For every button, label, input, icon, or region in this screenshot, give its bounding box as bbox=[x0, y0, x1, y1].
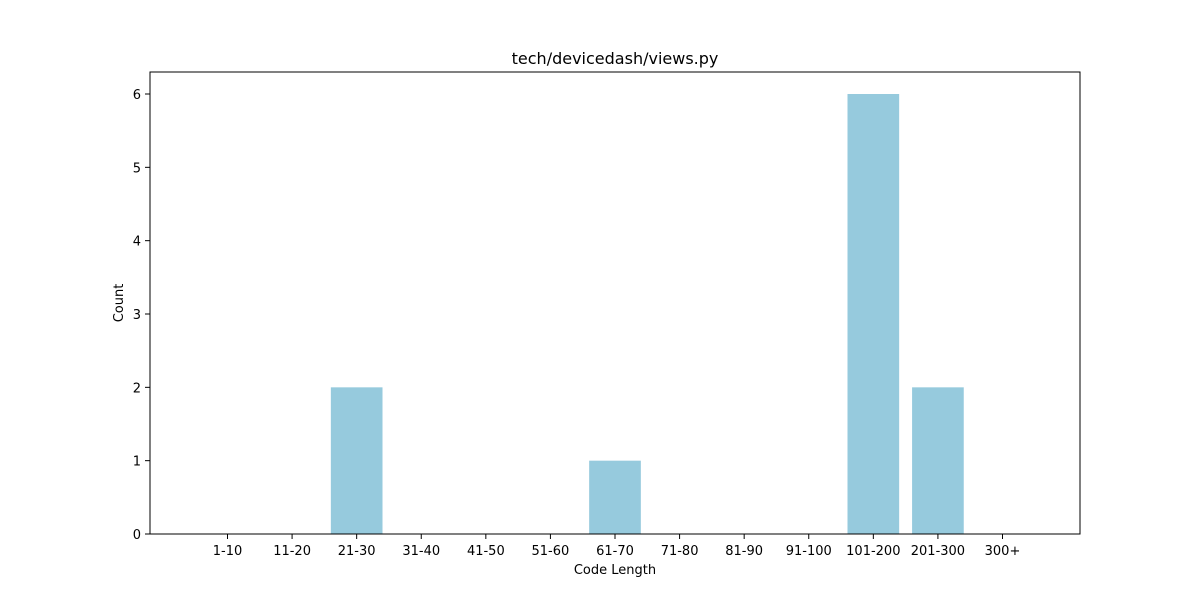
x-tick-label: 11-20 bbox=[273, 544, 311, 559]
bar-201-300 bbox=[912, 387, 964, 534]
y-tick-label: 0 bbox=[133, 528, 141, 543]
bar-61-70 bbox=[589, 460, 641, 534]
plot-frame bbox=[149, 71, 1081, 535]
y-axis: 0 1 2 3 4 5 6 bbox=[133, 88, 150, 543]
y-tick-label: 4 bbox=[133, 235, 141, 250]
bars-group bbox=[330, 94, 964, 534]
bar-101-200 bbox=[847, 94, 900, 534]
x-tick-label: 1-10 bbox=[213, 544, 243, 559]
x-axis-label: Code Length bbox=[574, 563, 656, 578]
y-axis-label: Count bbox=[112, 284, 127, 323]
x-tick-label: 61-70 bbox=[596, 544, 634, 559]
y-tick-label: 6 bbox=[133, 88, 141, 103]
x-tick-label: 71-80 bbox=[661, 544, 699, 559]
x-tick-label: 300+ bbox=[985, 544, 1021, 559]
x-tick-label: 21-30 bbox=[338, 544, 376, 559]
y-tick-label: 5 bbox=[133, 161, 141, 176]
x-tick-label: 31-40 bbox=[402, 544, 440, 559]
x-tick-label: 91-100 bbox=[786, 544, 832, 559]
y-tick-label: 1 bbox=[133, 455, 141, 470]
chart-title: tech/devicedash/views.py bbox=[512, 49, 719, 68]
x-tick-label: 41-50 bbox=[467, 544, 505, 559]
y-tick-label: 3 bbox=[133, 308, 141, 323]
y-tick-label: 2 bbox=[133, 381, 141, 396]
x-axis: 1-10 11-20 21-30 31-40 41-50 51-60 61-70 71-80 8… bbox=[213, 534, 1021, 559]
bar-21-30 bbox=[330, 387, 383, 534]
x-tick-label: 101-200 bbox=[846, 544, 900, 559]
x-tick-label: 201-300 bbox=[911, 544, 965, 559]
x-tick-label: 51-60 bbox=[532, 544, 570, 559]
x-tick-label: 81-90 bbox=[725, 544, 763, 559]
